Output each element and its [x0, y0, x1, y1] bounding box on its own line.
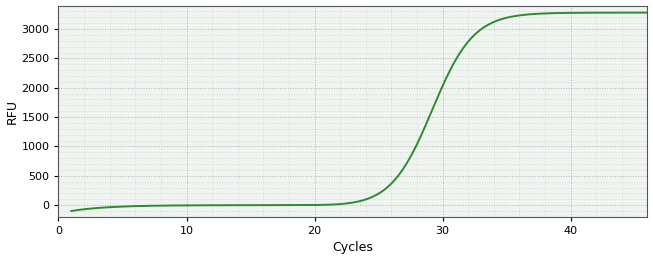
- X-axis label: Cycles: Cycles: [332, 242, 374, 255]
- Y-axis label: RFU: RFU: [6, 99, 18, 124]
